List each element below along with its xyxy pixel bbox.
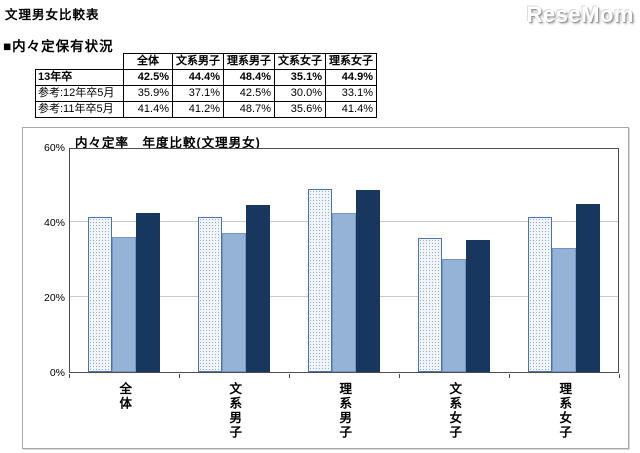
- table-corner-cell: [36, 54, 124, 70]
- table-cell: 42.5%: [123, 69, 173, 86]
- bar-12年卒-文系女子: [442, 259, 466, 372]
- table-col-header: 文系男子: [172, 53, 224, 70]
- table-row-label: 参考:12年卒5月: [35, 85, 124, 102]
- summary-table: 全体 文系男子 理系男子 文系女子 理系女子 13年卒 42.5% 44.4% 48.4% 35…: [35, 53, 377, 118]
- table-cell: 35.6%: [274, 101, 326, 118]
- x-category-label-text: 全体: [117, 382, 132, 411]
- summary-table-body: 13年卒 42.5% 44.4% 48.4% 35.1% 44.9% 参考:12年卒5月 35…: [35, 69, 377, 118]
- bar-11年卒-文系女子: [418, 238, 442, 372]
- table-cell: 48.7%: [223, 101, 275, 118]
- table-cell: 41.4%: [123, 101, 173, 118]
- x-tick: [69, 374, 70, 378]
- table-cell: 33.1%: [325, 85, 377, 102]
- bar-12年卒-全体: [112, 237, 136, 372]
- plot-area: [69, 148, 619, 373]
- bar-13年卒-理系女子: [576, 204, 600, 372]
- table-row: 参考:12年卒5月 35.9% 37.1% 42.5% 30.0% 33.1%: [35, 85, 377, 102]
- x-category-label-text: 理系女子: [557, 382, 572, 440]
- x-tick: [399, 374, 400, 378]
- bar-12年卒-文系男子: [222, 233, 246, 372]
- table-cell: 30.0%: [274, 85, 326, 102]
- bar-12年卒-理系男子: [332, 213, 356, 372]
- x-tick: [179, 374, 180, 378]
- table-row-label: 13年卒: [35, 69, 124, 86]
- x-category-label-text: 文系女子: [447, 382, 462, 440]
- section-heading: ■内々定保有状況: [3, 39, 114, 54]
- y-tick-label: 0%: [49, 367, 65, 379]
- x-category-label: 全体: [69, 382, 179, 411]
- x-tick: [289, 374, 290, 378]
- x-category-label: 文系女子: [399, 382, 509, 440]
- x-category-label-text: 理系男子: [337, 382, 352, 440]
- x-tick: [509, 374, 510, 378]
- y-tick-label: 60%: [43, 142, 65, 154]
- x-category-label: 理系女子: [509, 382, 619, 440]
- summary-table-head: 全体 文系男子 理系男子 文系女子 理系女子: [36, 53, 377, 70]
- y-tick-label: 40%: [43, 217, 65, 229]
- table-row: 13年卒 42.5% 44.4% 48.4% 35.1% 44.9%: [35, 69, 377, 86]
- bar-11年卒-理系男子: [308, 189, 332, 372]
- bar-13年卒-理系男子: [356, 190, 380, 372]
- x-category-label: 文系男子: [179, 382, 289, 440]
- table-col-header: 全体: [123, 53, 173, 70]
- page-title: 文理男女比較表: [5, 8, 100, 22]
- table-col-header: 文系女子: [274, 53, 326, 70]
- table-cell: 35.1%: [274, 69, 326, 86]
- bar-11年卒-文系男子: [198, 217, 222, 372]
- x-category-label-text: 文系男子: [227, 382, 242, 440]
- table-cell: 44.4%: [172, 69, 224, 86]
- bar-12年卒-理系女子: [552, 248, 576, 372]
- bar-13年卒-全体: [136, 213, 160, 372]
- table-cell: 41.2%: [172, 101, 224, 118]
- bar-11年卒-全体: [88, 217, 112, 372]
- table-col-header: 理系男子: [223, 53, 275, 70]
- table-row: 参考:11年卒5月 41.4% 41.2% 48.7% 35.6% 41.4%: [35, 101, 377, 118]
- y-tick-label: 20%: [43, 292, 65, 304]
- bar-11年卒-理系女子: [528, 217, 552, 372]
- bar-chart: 内々定率 年度比較(文理男女) 11年卒12年卒13年卒 0%20%40%60%…: [22, 127, 629, 449]
- bar-13年卒-文系女子: [466, 240, 490, 372]
- table-row-label: 参考:11年卒5月: [35, 101, 124, 118]
- chart-title: 内々定率 年度比較(文理男女): [75, 136, 261, 150]
- table-header-row: 全体 文系男子 理系男子 文系女子 理系女子: [36, 53, 377, 70]
- x-category-label: 理系男子: [289, 382, 399, 440]
- table-cell: 44.9%: [325, 69, 377, 86]
- table-cell: 37.1%: [172, 85, 224, 102]
- table-cell: 48.4%: [223, 69, 275, 86]
- table-cell: 41.4%: [325, 101, 377, 118]
- table-cell: 42.5%: [223, 85, 275, 102]
- table-cell: 35.9%: [123, 85, 173, 102]
- resemom-logo: ReseMom: [526, 2, 634, 27]
- bar-13年卒-文系男子: [246, 205, 270, 372]
- table-col-header: 理系女子: [325, 53, 377, 70]
- x-tick: [619, 374, 620, 378]
